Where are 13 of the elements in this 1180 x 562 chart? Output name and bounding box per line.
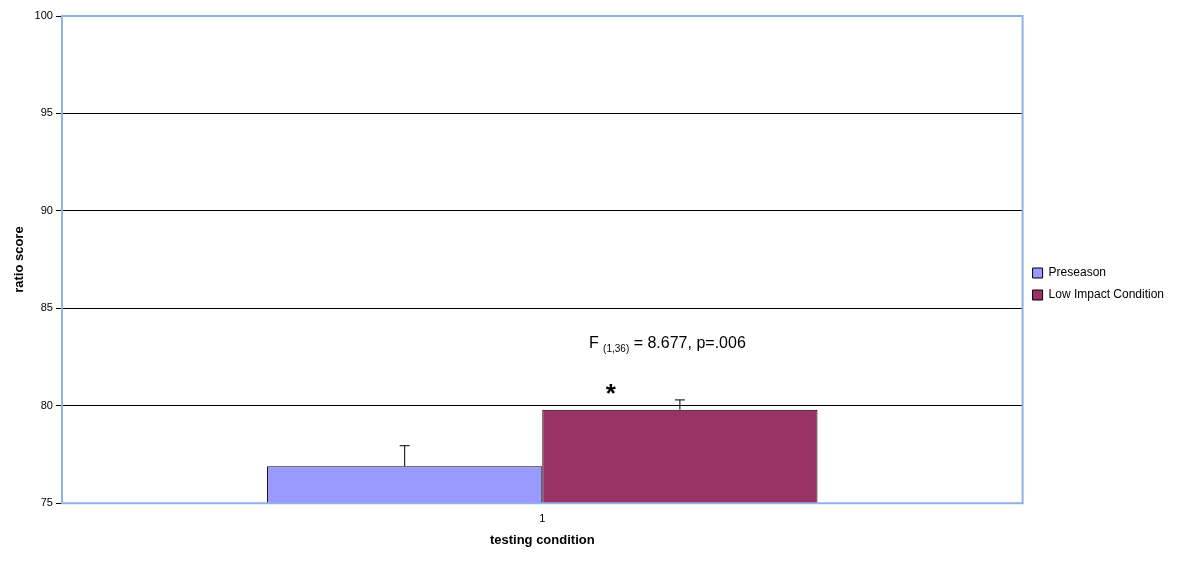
y-axis-title: ratio score: [11, 226, 27, 293]
y-tick-label: 95: [40, 106, 53, 119]
x-axis-title: testing condition: [489, 531, 595, 547]
y-tick-label: 85: [40, 301, 53, 314]
annotation: F (1,36) = 8.677, p=.006: [588, 333, 746, 354]
legend-label: Low Impact Condition: [1048, 287, 1165, 302]
annotation: *: [605, 377, 617, 408]
x-tick-label: 1: [539, 511, 546, 524]
y-tick-label: 80: [40, 398, 53, 411]
y-tick-label: 75: [40, 496, 53, 509]
legend-label: Preseason: [1048, 265, 1106, 280]
y-tick-label: 90: [40, 203, 53, 216]
y-tick-label: 100: [34, 9, 53, 22]
